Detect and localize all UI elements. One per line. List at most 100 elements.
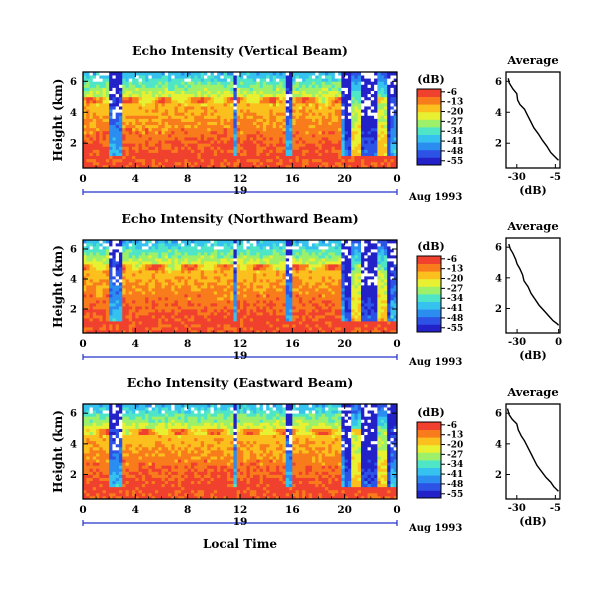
heatmap-cell	[135, 252, 139, 256]
heatmap-cell	[158, 75, 162, 79]
heatmap-cell	[158, 297, 162, 301]
heatmap-cell	[282, 140, 287, 144]
heatmap-cell	[132, 300, 136, 304]
heatmap-cell	[233, 109, 238, 113]
heatmap-cell	[289, 137, 293, 141]
heatmap-cell	[197, 309, 202, 313]
heatmap-cell	[295, 161, 300, 166]
heatmap-cell	[223, 240, 228, 244]
heatmap-cell	[92, 93, 97, 98]
heatmap-cell	[282, 75, 287, 79]
heatmap-cell	[328, 87, 332, 91]
heatmap-cell	[174, 115, 179, 119]
heatmap-cell	[361, 72, 365, 76]
heatmap-cell	[253, 249, 257, 253]
heatmap-cell	[115, 246, 120, 250]
heatmap-cell	[164, 137, 169, 141]
heatmap-cell	[89, 270, 94, 274]
heatmap-cell	[89, 294, 94, 298]
heatmap-cell	[341, 133, 346, 138]
heatmap-cell	[275, 137, 280, 141]
heatmap-cell	[194, 155, 198, 160]
heatmap-cell	[220, 306, 225, 310]
heatmap-cell	[338, 96, 342, 101]
heatmap-cell	[236, 324, 241, 328]
heatmap-cell	[138, 99, 143, 104]
heatmap-cell	[370, 118, 375, 122]
heatmap-cell	[367, 152, 372, 157]
heatmap-cell	[387, 90, 391, 95]
heatmap-cell	[302, 81, 306, 85]
heatmap-cell	[181, 291, 185, 295]
heatmap-cell	[364, 72, 368, 76]
heatmap-cell	[171, 285, 175, 289]
heatmap-cell	[161, 106, 166, 110]
heatmap-cell	[220, 93, 225, 98]
heatmap-cell	[174, 72, 179, 76]
heatmap-cell	[334, 146, 339, 150]
heatmap-cell	[334, 121, 339, 126]
heatmap-cell	[128, 327, 133, 331]
heatmap-cell	[125, 75, 130, 79]
heatmap-cell	[230, 273, 234, 277]
heatmap-cell	[132, 273, 136, 277]
heatmap-cell	[243, 300, 247, 304]
heatmap-cell	[89, 321, 94, 325]
heatmap-cell	[197, 118, 202, 122]
heatmap-cell	[223, 312, 228, 316]
heatmap-cell	[210, 321, 215, 325]
heatmap-cell	[204, 102, 208, 107]
heatmap-cell	[253, 300, 257, 304]
heatmap-cell	[168, 291, 172, 295]
heatmap-cell	[125, 158, 130, 163]
heatmap-cell	[102, 84, 107, 88]
heatmap-cell	[282, 261, 287, 265]
heatmap-cell	[168, 84, 172, 88]
x-tick-label: 20	[337, 173, 352, 185]
heatmap-cell	[269, 324, 274, 328]
heatmap-cell	[96, 81, 100, 85]
heatmap-cell	[187, 106, 192, 110]
heatmap-cell	[148, 306, 153, 310]
heatmap-cell	[151, 109, 156, 113]
heatmap-cell	[174, 143, 179, 147]
heatmap-cell	[217, 270, 221, 274]
heatmap-cell	[383, 99, 388, 104]
heatmap-cell	[217, 243, 221, 247]
heatmap-cell	[168, 276, 172, 280]
heatmap-cell	[256, 164, 261, 169]
heatmap-cell	[272, 291, 277, 295]
heatmap-cell	[174, 282, 179, 286]
heatmap-cell	[109, 164, 113, 169]
heatmap-cell	[109, 321, 113, 325]
heatmap-cell	[138, 288, 143, 292]
heatmap-cell	[328, 130, 332, 135]
heatmap-cell	[145, 291, 149, 295]
heatmap-cell	[361, 158, 365, 163]
heatmap-cell	[217, 246, 221, 250]
heatmap-cell	[174, 161, 179, 166]
heatmap-cell	[240, 246, 244, 250]
heatmap-cell	[105, 267, 110, 271]
heatmap-cell	[315, 149, 319, 153]
heatmap-cell	[253, 327, 257, 331]
heatmap-cell	[380, 164, 385, 169]
heatmap-cell	[177, 279, 182, 283]
heatmap-cell	[164, 273, 169, 277]
heatmap-cell	[102, 318, 107, 322]
heatmap-cell	[83, 306, 87, 310]
heatmap-cell	[122, 164, 126, 169]
heatmap-cell	[86, 282, 90, 286]
heatmap-cell	[217, 315, 221, 319]
heatmap-cell	[194, 297, 198, 301]
heatmap-cell	[243, 96, 247, 101]
heatmap-cell	[217, 261, 221, 265]
heatmap-cell	[315, 75, 319, 79]
heatmap-cell	[249, 291, 254, 295]
heatmap-cell	[217, 264, 221, 268]
heatmap-cell	[383, 130, 388, 135]
heatmap-cell	[125, 255, 130, 259]
heatmap-cell	[347, 78, 352, 82]
heatmap-cell	[236, 306, 241, 310]
heatmap-cell	[298, 118, 303, 122]
